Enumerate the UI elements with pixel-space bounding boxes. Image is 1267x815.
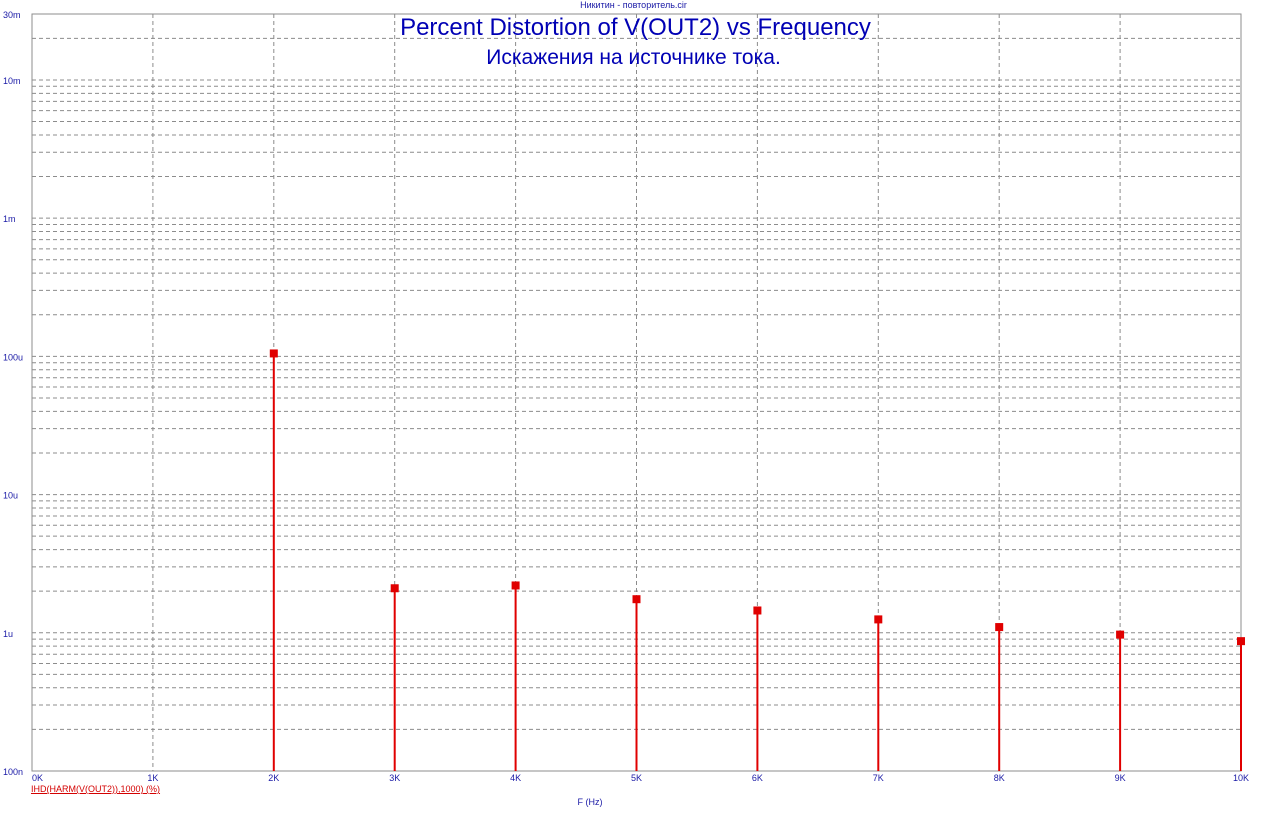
data-point bbox=[632, 595, 641, 604]
data-point bbox=[390, 584, 399, 593]
data-point bbox=[511, 581, 520, 590]
x-tick-label: 6K bbox=[752, 773, 763, 783]
chart-title: Percent Distortion of V(OUT2) vs Frequen… bbox=[400, 14, 871, 41]
data-point bbox=[753, 606, 762, 615]
y-tick-label: 100n bbox=[3, 767, 23, 777]
y-tick-label: 10m bbox=[3, 76, 21, 86]
file-title: Никитин - повторитель.cir bbox=[580, 0, 687, 10]
y-tick-label: 1m bbox=[3, 214, 16, 224]
data-point bbox=[995, 623, 1004, 632]
x-axis-label: F (Hz) bbox=[577, 797, 603, 807]
y-tick-label: 10u bbox=[3, 491, 18, 501]
axis-tick-labels: 0K 1K 2K 3K 4K 5K 6K 7K 8K 9K 10K 100n 1u 10u 100u 1m 10… bbox=[3, 10, 1249, 783]
data-point bbox=[269, 349, 278, 358]
y-tick-label: 1u bbox=[3, 629, 13, 639]
x-tick-label: 0K bbox=[32, 773, 43, 783]
y-tick-label: 30m bbox=[3, 10, 21, 20]
x-tick-label: 2K bbox=[268, 773, 279, 783]
data-point bbox=[1116, 630, 1125, 639]
y-tick-label: 100u bbox=[3, 352, 23, 362]
data-point bbox=[1237, 637, 1245, 646]
x-tick-label: 9K bbox=[1115, 773, 1126, 783]
x-tick-label: 7K bbox=[873, 773, 884, 783]
x-tick-label: 8K bbox=[994, 773, 1005, 783]
x-tick-label: 3K bbox=[389, 773, 400, 783]
x-tick-label: 5K bbox=[631, 773, 642, 783]
trace-label[interactable]: IHD(HARM(V(OUT2)),1000) (%) bbox=[31, 784, 161, 794]
x-tick-label: 1K bbox=[147, 773, 158, 783]
x-tick-label: 4K bbox=[510, 773, 521, 783]
chart-subtitle: Искажения на источнике тока. bbox=[486, 46, 781, 69]
x-tick-label: 10K bbox=[1233, 773, 1249, 783]
data-point bbox=[874, 615, 883, 624]
data-series bbox=[269, 349, 1245, 771]
